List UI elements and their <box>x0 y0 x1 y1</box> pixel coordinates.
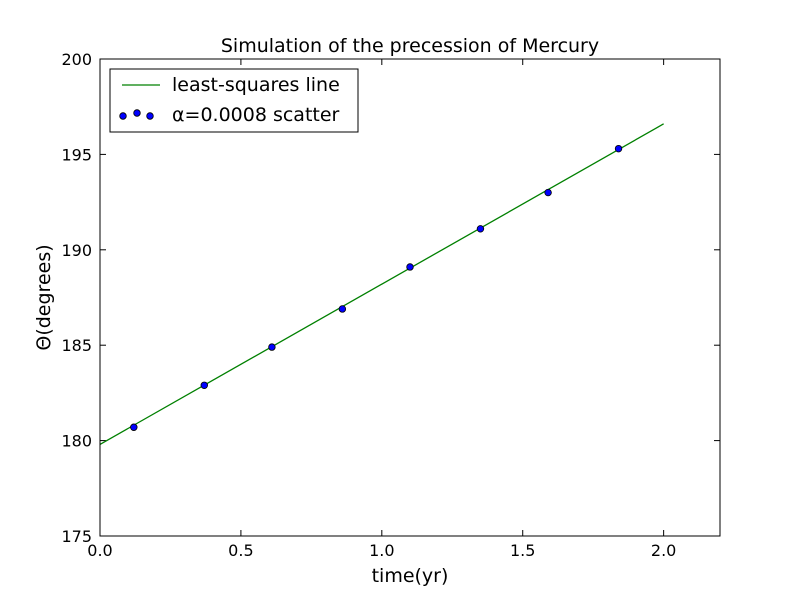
scatter-point <box>544 188 552 197</box>
y-tick-label: 195 <box>61 145 92 164</box>
x-tick-label: 2.0 <box>651 541 676 560</box>
chart-title: Simulation of the precession of Mercury <box>221 35 599 57</box>
x-tick-label: 0.0 <box>87 541 112 560</box>
legend-box <box>109 68 359 133</box>
legend-scatter-swatch <box>146 112 154 120</box>
axes-frame <box>99 58 721 537</box>
legend-label-scatter: α=0.0008 scatter <box>172 104 340 126</box>
y-axis-label: Θ(degrees) <box>33 244 55 350</box>
scatter-point <box>268 343 276 351</box>
y-tick-label: 180 <box>61 432 92 451</box>
y-tick-label: 190 <box>61 241 92 260</box>
scatter-point <box>476 225 485 233</box>
least-squares-line <box>99 123 664 445</box>
scatter-point <box>130 423 138 431</box>
legend-label-line: least-squares line <box>172 74 340 96</box>
scatter-point <box>614 144 623 153</box>
x-tick-label: 1.5 <box>510 541 535 560</box>
y-tick-label: 185 <box>61 336 92 355</box>
scatter-point <box>200 381 208 389</box>
series-layer <box>99 123 664 445</box>
x-tick-label: 0.5 <box>228 541 253 560</box>
scatter-point <box>338 305 347 313</box>
y-tick-label: 175 <box>61 527 92 546</box>
scatter-point <box>406 263 414 271</box>
y-tick-label: 200 <box>61 50 92 69</box>
legend-scatter-swatch <box>133 109 141 117</box>
legend-scatter-swatch <box>119 112 127 120</box>
x-tick-label: 1.0 <box>369 541 394 560</box>
legend: least-squares line α=0.0008 scatter <box>109 68 359 133</box>
x-axis-label: time(yr) <box>372 565 449 587</box>
